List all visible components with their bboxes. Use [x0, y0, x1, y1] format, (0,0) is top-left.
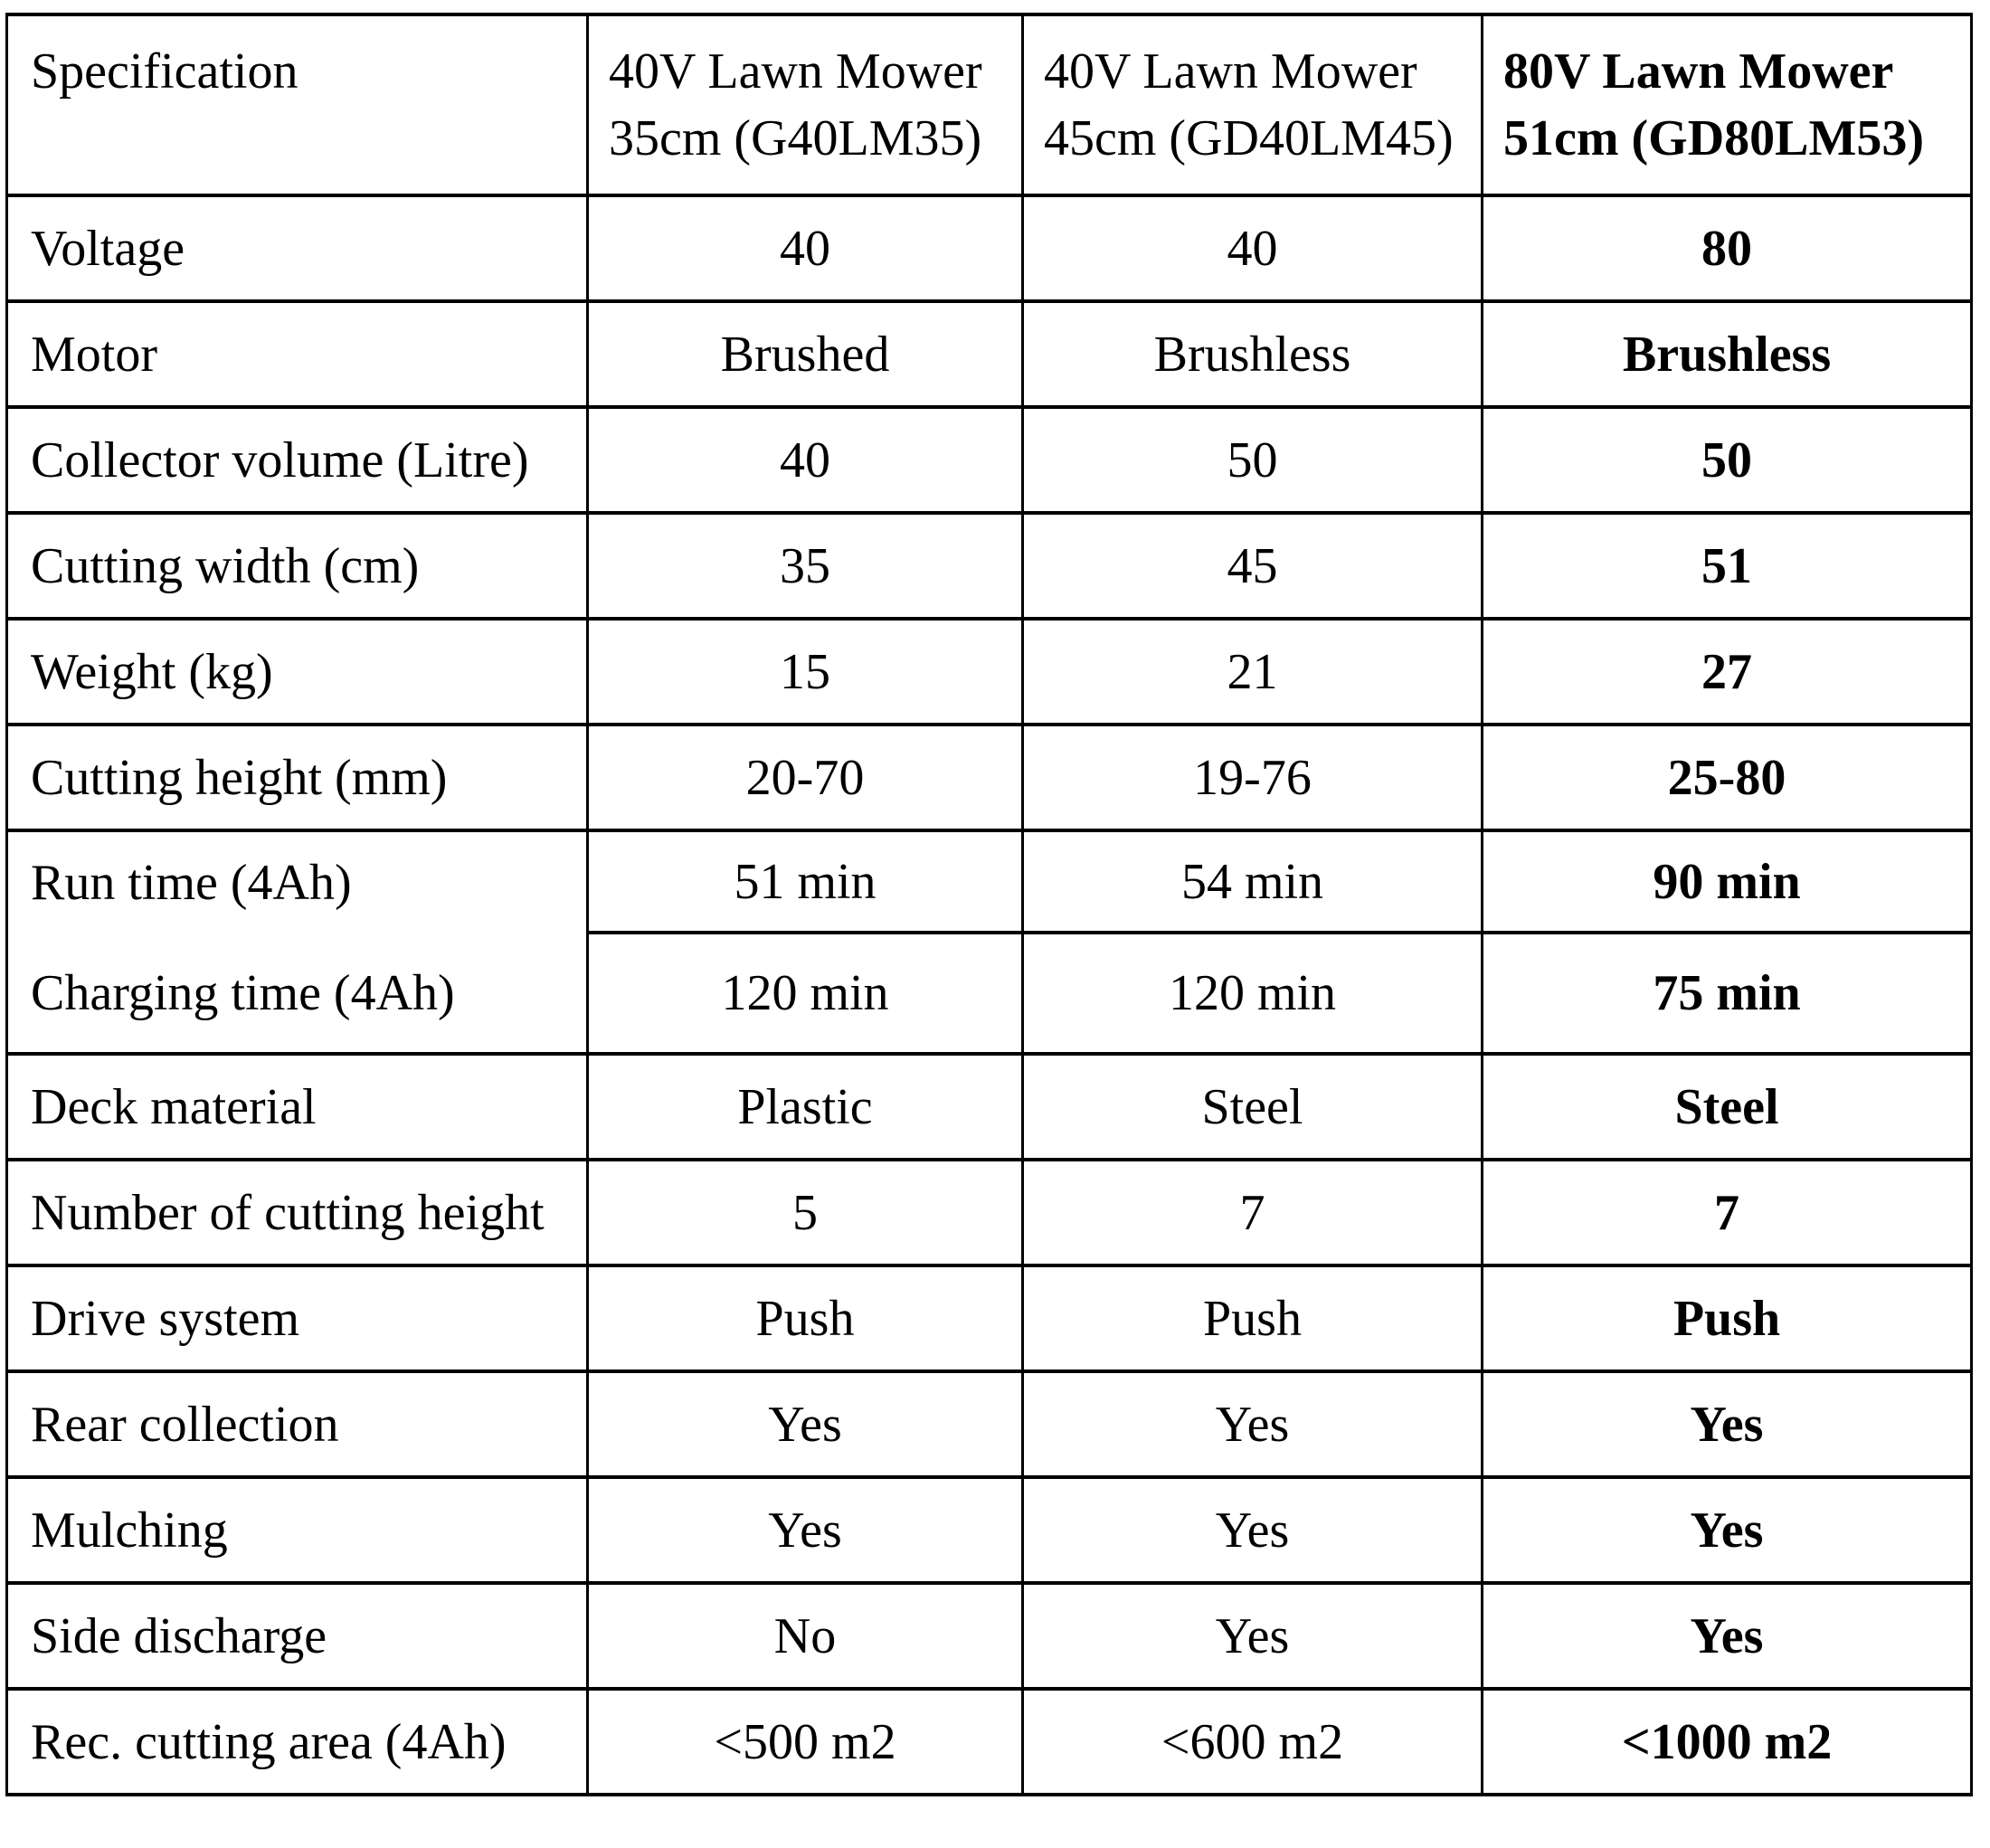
value-gd40lm45: 45 — [1021, 511, 1483, 621]
value-gd40lm45: Steel — [1021, 1052, 1483, 1161]
value-gd40lm45: 50 — [1021, 405, 1483, 515]
row-run-time: Run time (4Ah) Charging time (4Ah) 51 mi… — [5, 828, 1973, 1056]
value-gd80lm53: Yes — [1481, 1369, 1973, 1479]
header-line: 80V Lawn Mower — [1503, 43, 1894, 100]
value-g40lm35: Yes — [586, 1475, 1024, 1585]
header-line: 51cm (GD80LM53) — [1503, 110, 1925, 166]
value-gd80lm53: 90 min — [1481, 828, 1973, 935]
value-g40lm35: No — [586, 1581, 1024, 1691]
spec-label: Cutting width (cm) — [5, 511, 589, 621]
column-header-gd80lm53: 80V Lawn Mower 51cm (GD80LM53) — [1481, 13, 1973, 197]
row-rec-cutting-area: Rec. cutting area (4Ah) <500 m2 <600 m2 … — [5, 1687, 1973, 1796]
value-gd40lm45: <600 m2 — [1021, 1687, 1483, 1796]
header-line: Specification — [31, 43, 298, 100]
value-gd40lm45: Yes — [1021, 1475, 1483, 1585]
value-g40lm35: 120 min — [586, 931, 1024, 1056]
value-g40lm35: Yes — [586, 1369, 1024, 1479]
value-gd80lm53: 80 — [1481, 194, 1973, 303]
mower-spec-table: Specification 40V Lawn Mower 35cm (G40LM… — [5, 13, 1973, 1796]
row-charging-time: 120 min 120 min 75 min — [7, 931, 1973, 1056]
value-gd80lm53: <1000 m2 — [1481, 1687, 1973, 1796]
row-number-of-cutting-height: Number of cutting height 5 7 7 — [5, 1158, 1973, 1267]
header-line: 45cm (GD40LM45) — [1044, 110, 1454, 166]
spec-label: Cutting height (mm) — [5, 723, 589, 832]
spec-label: Voltage — [5, 194, 589, 303]
spec-label: Deck material — [5, 1052, 589, 1161]
value-gd80lm53: 25-80 — [1481, 723, 1973, 832]
row-mulching: Mulching Yes Yes Yes — [5, 1475, 1973, 1585]
value-g40lm35: 40 — [586, 405, 1024, 515]
value-g40lm35: Brushed — [586, 299, 1024, 409]
row-side-discharge: Side discharge No Yes Yes — [5, 1581, 1973, 1691]
value-gd80lm53: Yes — [1481, 1581, 1973, 1691]
spec-label: Side discharge — [5, 1581, 589, 1691]
value-gd40lm45: Yes — [1021, 1581, 1483, 1691]
column-header-specification: Specification — [5, 13, 589, 197]
value-gd40lm45: 7 — [1021, 1158, 1483, 1267]
value-gd80lm53: Push — [1481, 1264, 1973, 1373]
spec-label: Collector volume (Litre) — [5, 405, 589, 515]
spec-label: Rec. cutting area (4Ah) — [5, 1687, 589, 1796]
value-gd80lm53: 51 — [1481, 511, 1973, 621]
value-gd40lm45: 120 min — [1021, 931, 1483, 1056]
value-gd40lm45: Brushless — [1021, 299, 1483, 409]
spec-label: Number of cutting height — [5, 1158, 589, 1267]
value-g40lm35: <500 m2 — [586, 1687, 1024, 1796]
value-gd40lm45: 21 — [1021, 617, 1483, 726]
row-voltage: Voltage 40 40 80 — [5, 194, 1973, 303]
spec-label-runtime-charging: Run time (4Ah) Charging time (4Ah) — [5, 829, 589, 1056]
column-header-g40lm35: 40V Lawn Mower 35cm (G40LM35) — [586, 13, 1024, 197]
value-g40lm35: 20-70 — [586, 723, 1024, 832]
row-motor: Motor Brushed Brushless Brushless — [5, 299, 1973, 409]
value-gd40lm45: 19-76 — [1021, 723, 1483, 832]
table-body: Voltage 40 40 80 Motor Brushed Brushless… — [5, 194, 1973, 1796]
value-gd40lm45: Push — [1021, 1264, 1483, 1373]
header-line: 35cm (G40LM35) — [609, 110, 982, 166]
table-header: Specification 40V Lawn Mower 35cm (G40LM… — [5, 13, 1973, 197]
value-g40lm35: Push — [586, 1264, 1024, 1373]
header-line: 40V Lawn Mower — [1044, 43, 1417, 100]
value-g40lm35: 5 — [586, 1158, 1024, 1267]
spec-label: Charging time (4Ah) — [31, 964, 455, 1021]
value-gd80lm53: Brushless — [1481, 299, 1973, 409]
row-cutting-height: Cutting height (mm) 20-70 19-76 25-80 — [5, 723, 1973, 832]
row-rear-collection: Rear collection Yes Yes Yes — [5, 1369, 1973, 1479]
spec-label: Run time (4Ah) — [31, 855, 352, 911]
header-line: 40V Lawn Mower — [609, 43, 982, 100]
header-row: Specification 40V Lawn Mower 35cm (G40LM… — [5, 13, 1973, 197]
spec-label: Mulching — [5, 1475, 589, 1585]
value-gd80lm53: 50 — [1481, 405, 1973, 515]
value-gd80lm53: 7 — [1481, 1158, 1973, 1267]
column-header-gd40lm45: 40V Lawn Mower 45cm (GD40LM45) — [1021, 13, 1483, 197]
value-gd80lm53: 27 — [1481, 617, 1973, 726]
spec-label: Motor — [5, 299, 589, 409]
value-g40lm35: 40 — [586, 194, 1024, 303]
value-gd40lm45: Yes — [1021, 1369, 1483, 1479]
value-g40lm35: Plastic — [586, 1052, 1024, 1161]
value-gd40lm45: 40 — [1021, 194, 1483, 303]
row-drive-system: Drive system Push Push Push — [5, 1264, 1973, 1373]
value-gd80lm53: Steel — [1481, 1052, 1973, 1161]
row-cutting-width: Cutting width (cm) 35 45 51 — [5, 511, 1973, 621]
row-weight: Weight (kg) 15 21 27 — [5, 617, 1973, 726]
spec-label: Rear collection — [5, 1369, 589, 1479]
value-gd80lm53: 75 min — [1481, 931, 1973, 1056]
value-g40lm35: 35 — [586, 511, 1024, 621]
value-gd80lm53: Yes — [1481, 1475, 1973, 1585]
spec-label: Weight (kg) — [5, 617, 589, 726]
row-deck-material: Deck material Plastic Steel Steel — [5, 1052, 1973, 1161]
value-gd40lm45: 54 min — [1021, 828, 1483, 935]
value-g40lm35: 15 — [586, 617, 1024, 726]
value-g40lm35: 51 min — [586, 828, 1024, 935]
row-collector-volume: Collector volume (Litre) 40 50 50 — [5, 405, 1973, 515]
spec-label: Drive system — [5, 1264, 589, 1373]
